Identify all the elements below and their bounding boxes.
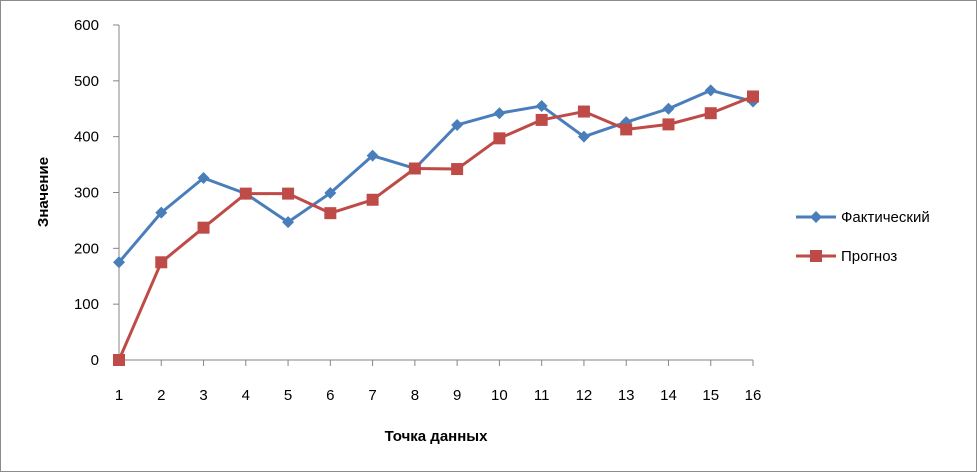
x-tick-label: 4 <box>242 387 250 404</box>
data-point-actual <box>113 256 125 269</box>
x-tick-label: 13 <box>618 387 635 404</box>
series-forecast <box>113 90 759 366</box>
y-axis-ticks: 0 100 200 300 400 500 600 <box>74 17 119 369</box>
data-point-forecast <box>197 221 210 234</box>
data-point-actual <box>324 187 337 200</box>
y-tick-label: 200 <box>74 240 99 257</box>
data-point-forecast <box>155 256 168 269</box>
data-point-forecast <box>577 105 590 118</box>
data-point-forecast <box>239 187 252 200</box>
y-tick-label: 400 <box>74 129 99 146</box>
data-point-forecast <box>747 90 759 103</box>
legend-marker-actual <box>810 211 822 223</box>
legend-marker-forecast <box>810 250 822 262</box>
legend: Фактический Прогноз <box>796 209 930 265</box>
data-point-forecast <box>493 132 506 145</box>
data-point-forecast <box>662 118 675 131</box>
series-layer <box>113 84 759 366</box>
legend-label-actual: Фактический <box>841 209 930 226</box>
data-point-actual <box>197 171 210 184</box>
x-tick-label: 5 <box>284 387 292 404</box>
x-tick-label: 1 <box>115 387 123 404</box>
data-point-forecast <box>408 162 421 175</box>
series-line-forecast <box>117 95 754 361</box>
axes <box>118 25 753 361</box>
x-tick-label: 8 <box>411 387 419 404</box>
legend-label-forecast: Прогноз <box>841 248 897 265</box>
x-tick-label: 11 <box>534 387 550 404</box>
data-point-actual <box>155 206 168 219</box>
data-point-forecast <box>451 163 464 176</box>
data-point-forecast <box>366 193 379 206</box>
data-point-actual <box>451 118 464 131</box>
y-tick-label: 100 <box>74 296 99 313</box>
x-tick-label: 10 <box>491 387 508 404</box>
y-tick-label: 600 <box>74 17 99 34</box>
series-actual <box>113 84 759 269</box>
data-point-forecast <box>324 207 337 220</box>
x-tick-label: 9 <box>453 387 461 404</box>
data-point-actual <box>577 130 590 143</box>
data-point-forecast <box>704 107 717 120</box>
data-point-actual <box>535 99 548 112</box>
x-tick-label: 12 <box>576 387 593 404</box>
x-tick-label: 3 <box>199 387 207 404</box>
data-point-actual <box>704 84 717 97</box>
data-point-forecast <box>535 113 548 126</box>
x-tick-label: 6 <box>326 387 334 404</box>
legend-item-actual: Фактический <box>796 209 930 226</box>
data-point-forecast <box>282 187 295 200</box>
data-point-actual <box>282 216 295 229</box>
series-line-actual <box>117 88 754 264</box>
data-point-actual <box>662 102 675 115</box>
x-axis-title: Точка данных <box>385 428 489 445</box>
y-tick-label: 300 <box>74 185 99 202</box>
x-axis-ticks: 1 2 3 4 5 6 7 8 9 10 11 12 13 14 15 16 <box>115 360 762 404</box>
y-axis-title: Значение <box>35 157 52 227</box>
x-tick-label: 16 <box>745 387 762 404</box>
legend-item-forecast: Прогноз <box>796 248 897 265</box>
data-point-actual <box>493 107 506 120</box>
y-tick-label: 0 <box>91 352 99 369</box>
data-point-actual <box>366 149 379 162</box>
x-tick-label: 15 <box>702 387 719 404</box>
x-tick-label: 2 <box>157 387 165 404</box>
y-tick-label: 500 <box>74 73 99 90</box>
data-point-forecast <box>113 354 125 366</box>
x-tick-label: 7 <box>368 387 376 404</box>
x-tick-label: 14 <box>660 387 677 404</box>
data-point-forecast <box>620 123 633 136</box>
